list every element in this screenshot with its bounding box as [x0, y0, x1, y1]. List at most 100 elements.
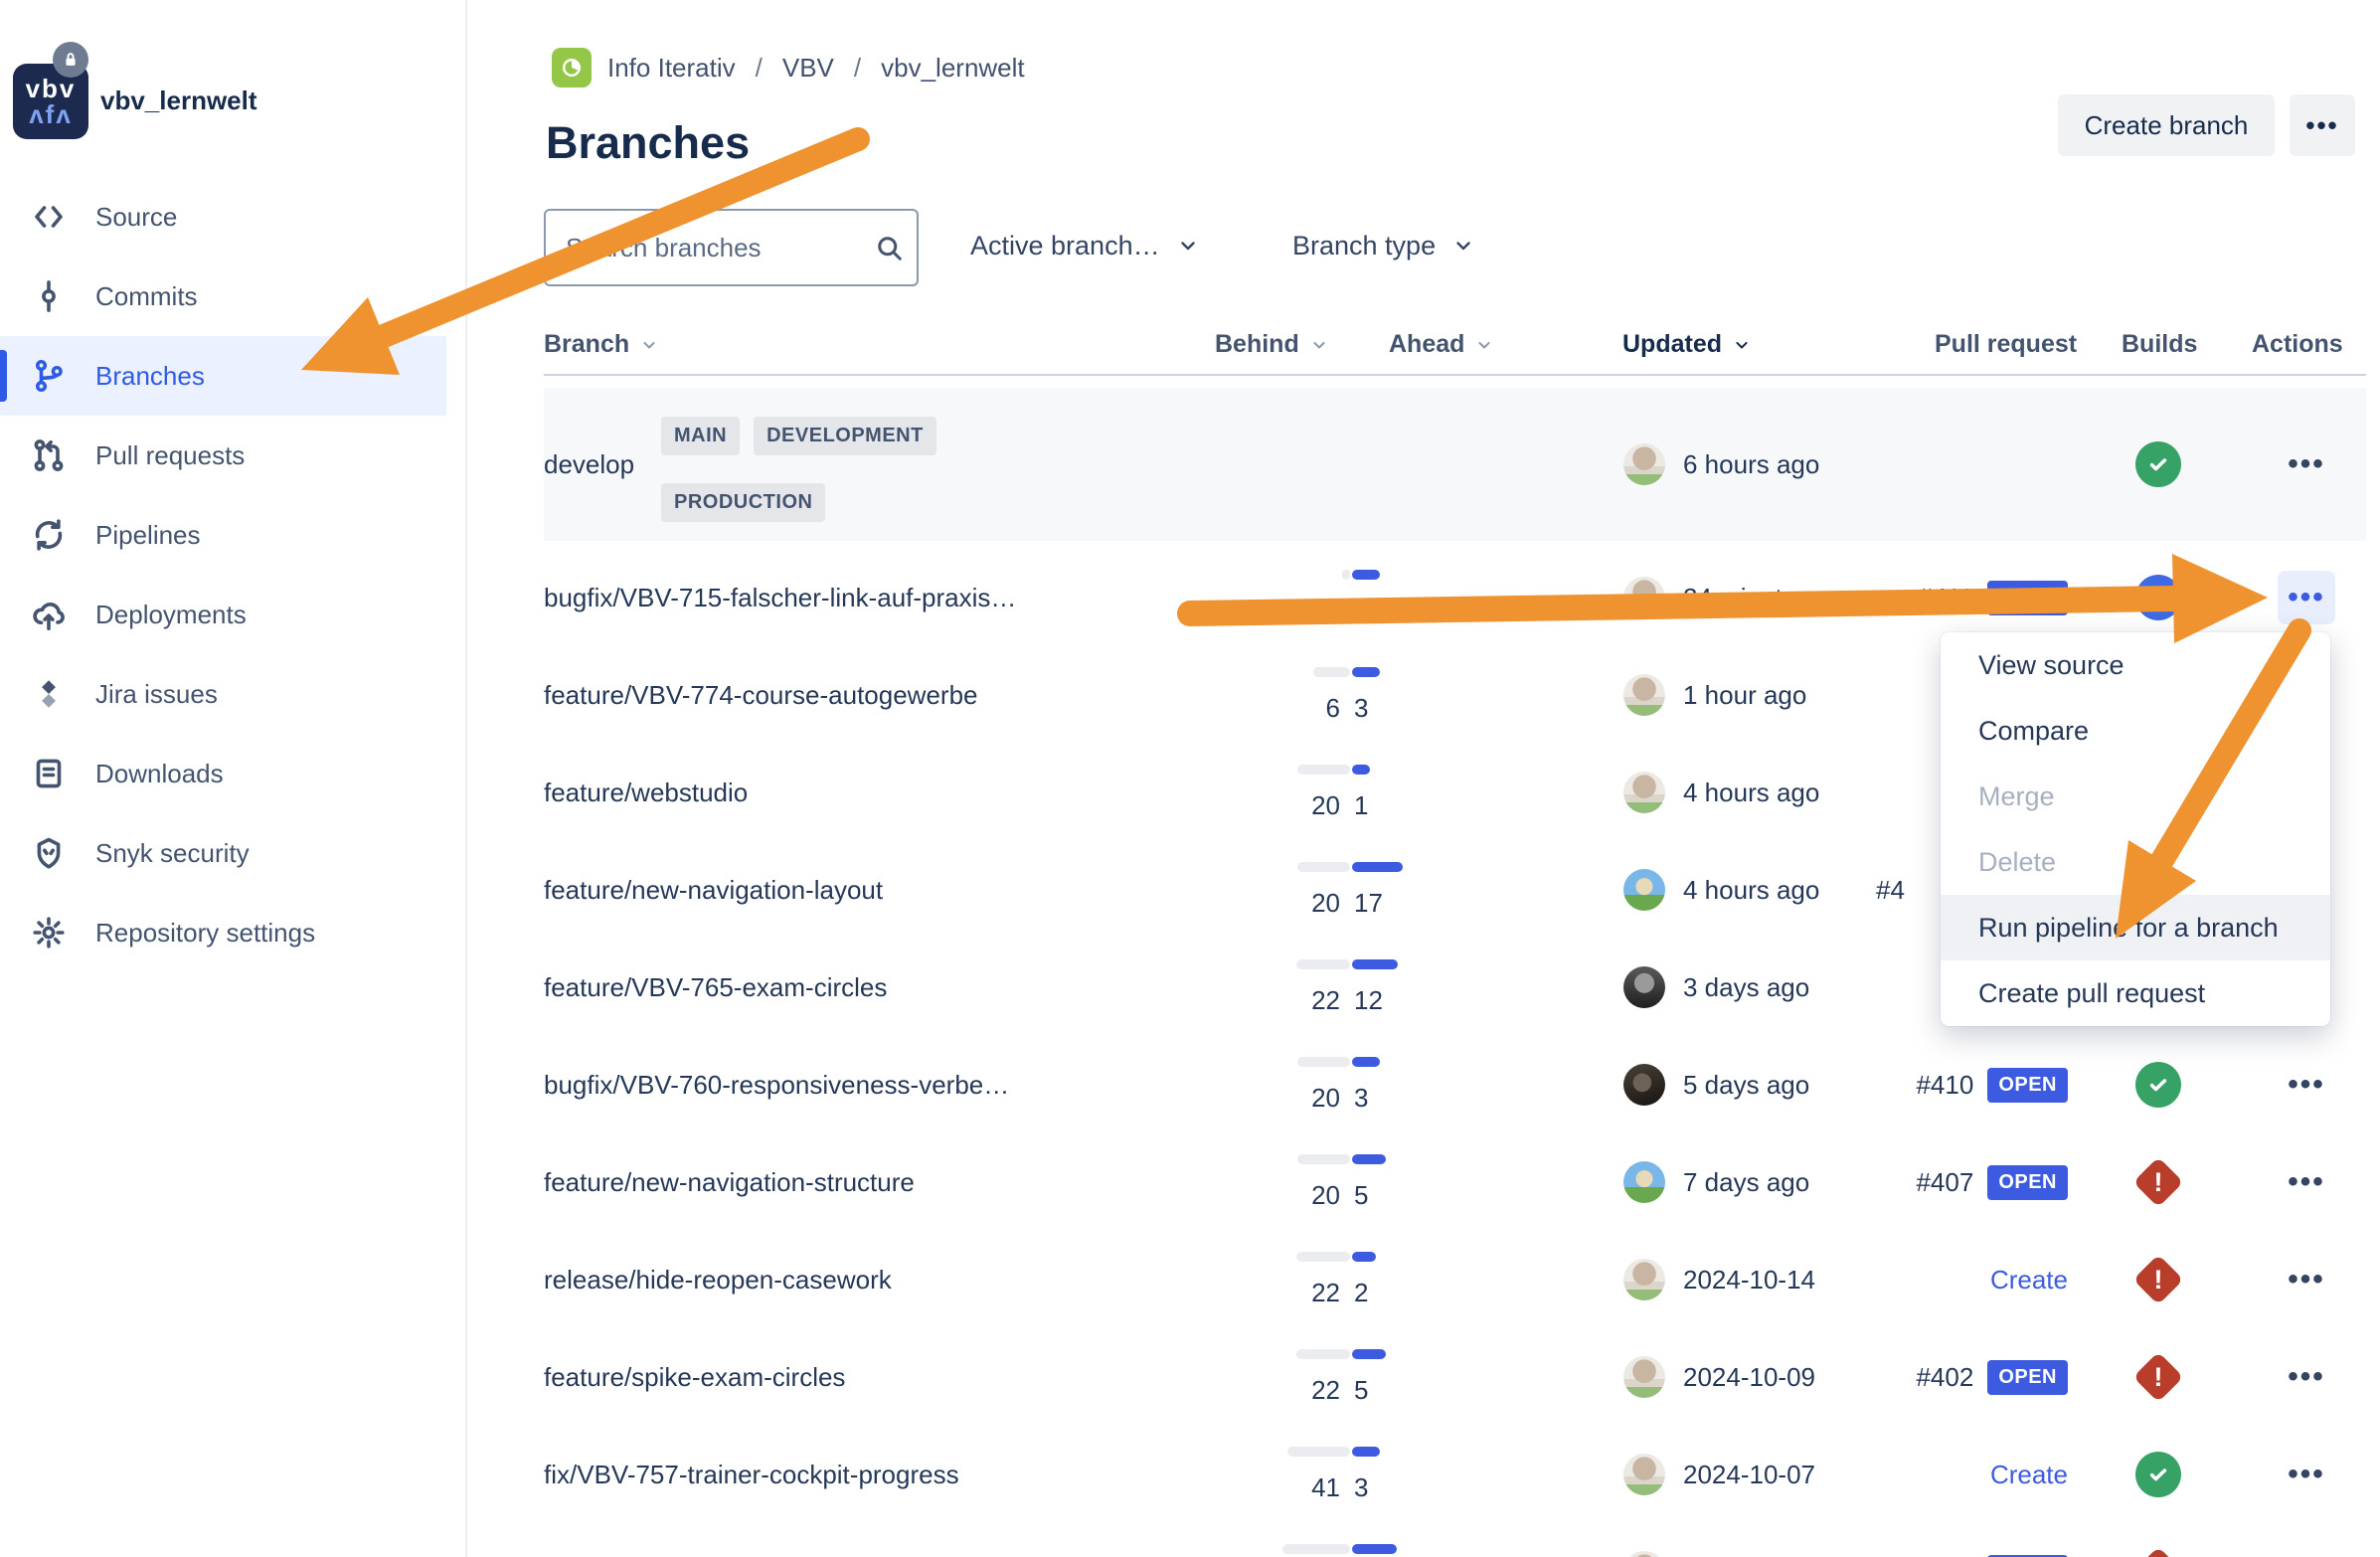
develop-actions-button[interactable]: ••• — [2278, 437, 2335, 491]
build-status-failed-icon: ! — [2132, 1156, 2184, 1208]
branch-link[interactable]: bugfix/VBV-760-responsiveness-verbe… — [544, 1069, 1010, 1100]
pr-number[interactable]: #410 — [1916, 1069, 1974, 1100]
branch-link[interactable]: feature/VBV-765-exam-circles — [544, 971, 888, 1002]
build-status-success-icon — [2135, 441, 2181, 487]
menu-item-run-pipeline-for-a-branch[interactable]: Run pipeline for a branch — [1941, 895, 2330, 960]
sidebar-item-pipelines[interactable]: Pipelines — [0, 495, 446, 575]
row-actions-button[interactable]: ••• — [2278, 1253, 2335, 1306]
branch-type-filter-label: Branch type — [1292, 230, 1437, 260]
behind-ahead-values: 41 3 — [1282, 1472, 1481, 1504]
column-header-updated[interactable]: Updated — [1622, 330, 1752, 359]
updated-time: 3 days ago — [1683, 971, 1810, 1002]
updated-cell: 5 days ago — [1623, 1036, 1809, 1133]
sidebar-item-snyk-security[interactable]: Snyk security — [0, 813, 446, 893]
column-header-label: Builds — [2122, 330, 2198, 358]
branch-link[interactable]: feature/new-navigation-structure — [544, 1166, 915, 1197]
create-branch-button[interactable]: Create branch — [2058, 94, 2275, 156]
build-cell[interactable] — [2135, 1426, 2181, 1523]
menu-item-create-pull-request[interactable]: Create pull request — [1978, 977, 2206, 1008]
pr-number[interactable]: #4 — [1876, 874, 1905, 905]
search-input[interactable] — [546, 232, 861, 263]
pr-number[interactable]: #407 — [1916, 1166, 1974, 1197]
branch-link[interactable]: feature/VBV-702-testdata-generator — [544, 1523, 953, 1557]
column-header-ahead[interactable]: Ahead — [1389, 330, 1494, 359]
branch-row: feature/webstudio 20 1 4 hours ago ••• — [544, 744, 2366, 841]
build-status-success-icon — [2135, 1062, 2181, 1108]
menu-item-delete: Delete — [1978, 846, 2057, 877]
behind-count: 6 — [1325, 693, 1340, 723]
avatar — [1623, 443, 1665, 485]
sidebar-item-label: Source — [95, 201, 178, 232]
build-cell[interactable] — [2135, 1036, 2181, 1133]
pr-status-badge: OPEN — [1987, 1554, 2068, 1557]
sidebar-item-pull-requests[interactable]: Pull requests — [0, 416, 446, 495]
column-header-label: Pull request — [1935, 330, 2078, 358]
active-branch-filter[interactable]: Active branch… — [970, 209, 1200, 282]
build-cell[interactable]: ! — [2132, 1328, 2184, 1426]
sidebar-item-repository-settings[interactable]: Repository settings — [0, 893, 446, 972]
avatar — [1623, 674, 1665, 716]
page-more-button[interactable]: ••• — [2290, 94, 2355, 156]
branch-link[interactable]: release/hide-reopen-casework — [544, 1264, 892, 1295]
branch-row: fix/VBV-757-trainer-cockpit-progress 41 … — [544, 1426, 2366, 1523]
actions-cell: ••• — [2275, 1036, 2338, 1133]
row-actions-button[interactable]: ••• — [2278, 571, 2335, 624]
pr-number[interactable]: #402 — [1916, 1361, 1974, 1392]
sidebar-item-jira-issues[interactable]: Jira issues — [0, 654, 446, 734]
ahead-bar — [1352, 1154, 1386, 1164]
row-actions-button[interactable]: ••• — [2278, 1155, 2335, 1209]
breadcrumb-project[interactable]: VBV — [781, 52, 834, 83]
create-pull-request-link[interactable]: Create — [1989, 1264, 2068, 1295]
branch-link[interactable]: feature/webstudio — [544, 777, 749, 807]
column-header-branch[interactable]: Branch — [544, 330, 659, 359]
row-actions-button[interactable]: ••• — [2278, 1058, 2335, 1112]
sort-chevron-icon — [1474, 335, 1494, 355]
sidebar-item-deployments[interactable]: Deployments — [0, 575, 446, 654]
sidebar-item-commits[interactable]: Commits — [0, 257, 446, 336]
ahead-count: 1 — [1354, 790, 1369, 820]
updated-time: 24 minutes ago — [1683, 582, 1860, 612]
sidebar: vbv ʌfʌ vbv_lernwelt Source Commits Bran… — [0, 0, 467, 1557]
sidebar-item-source[interactable]: Source — [0, 177, 446, 257]
avatar — [1623, 1064, 1665, 1106]
branch-row: feature/spike-exam-circles 22 5 2024-10-… — [544, 1328, 2366, 1426]
build-cell[interactable]: ! — [2132, 1133, 2184, 1231]
ahead-bar — [1352, 1447, 1380, 1457]
create-pull-request-link[interactable]: Create — [1989, 1459, 2068, 1489]
behind-count: 20 — [1311, 1083, 1340, 1113]
sidebar-item-downloads[interactable]: Downloads — [0, 734, 446, 813]
table-header-divider — [544, 374, 2366, 376]
branch-link[interactable]: feature/spike-exam-circles — [544, 1361, 846, 1392]
avatar — [1623, 1259, 1665, 1300]
ahead-count: 5 — [1354, 1180, 1369, 1210]
updated-time: 2024-10-14 — [1683, 1264, 1815, 1295]
menu-item-view-source[interactable]: View source — [1978, 649, 2125, 680]
branch-link-develop[interactable]: develop — [544, 448, 635, 479]
branch-link[interactable]: feature/new-navigation-layout — [544, 874, 884, 905]
breadcrumb-workspace[interactable]: Info Iterativ — [607, 52, 736, 83]
pr-number[interactable]: #411 — [1918, 582, 1974, 612]
behind-ahead-values: 20 1 — [1282, 790, 1481, 822]
pull-request-cell: #4 — [1839, 841, 2105, 939]
build-cell[interactable]: ! — [2132, 1523, 2184, 1557]
avatar — [1623, 966, 1665, 1008]
branch-row: feature/new-navigation-structure 20 5 7 … — [544, 1133, 2366, 1231]
build-cell[interactable]: ! — [2132, 1231, 2184, 1328]
row-actions-button[interactable]: ••• — [2278, 1350, 2335, 1404]
private-repo-lock-icon — [53, 42, 88, 78]
row-actions-button[interactable]: ••• — [2278, 1545, 2335, 1557]
branch-link[interactable]: bugfix/VBV-715-falscher-link-auf-praxis… — [544, 582, 1017, 612]
project-avatar-icon — [552, 48, 592, 87]
breadcrumb-repo[interactable]: vbv_lernwelt — [881, 52, 1025, 83]
menu-item-compare[interactable]: Compare — [1978, 715, 2090, 746]
column-header-behind[interactable]: Behind — [1215, 330, 1329, 359]
branch-link[interactable]: feature/VBV-774-course-autogewerbe — [544, 679, 978, 710]
updated-cell: 1 hour ago — [1623, 646, 1806, 744]
row-actions-button[interactable]: ••• — [2278, 1448, 2335, 1501]
pull-request-cell: Create — [1839, 1426, 2068, 1523]
branch-type-filter[interactable]: Branch type — [1292, 209, 1475, 282]
develop-build-status[interactable] — [2135, 388, 2181, 541]
branch-link[interactable]: fix/VBV-757-trainer-cockpit-progress — [544, 1459, 959, 1489]
pipelines-icon — [30, 516, 68, 554]
column-header-label: Branch — [544, 330, 630, 358]
